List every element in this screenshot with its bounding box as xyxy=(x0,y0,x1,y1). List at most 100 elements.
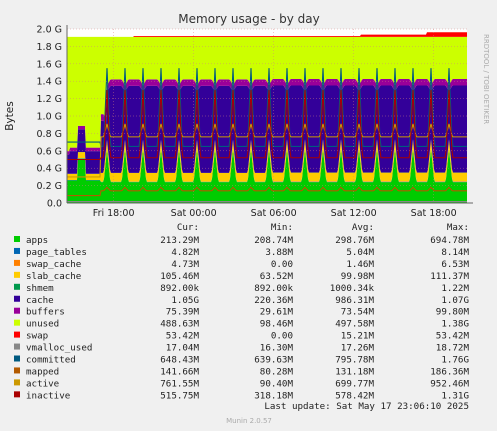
legend-row-unused: unused 488.63M 98.46M 497.58M 1.38G xyxy=(14,319,469,330)
legend-name-committed: committed xyxy=(26,355,76,366)
legend-swatch-slab_cache xyxy=(14,271,20,278)
legend-avg-shmem: 1000.34k xyxy=(330,283,375,294)
legend-row-shmem: shmem 892.00k 892.00k 1000.34k 1.22M xyxy=(14,283,469,294)
legend-row-buffers: buffers 75.39M 29.61M 73.54M 99.80M xyxy=(14,307,469,318)
y-axis-label: Bytes xyxy=(4,101,16,130)
rrdtool-credit: RRDTOOL / TOBI OETIKER xyxy=(482,34,490,124)
legend-avg-buffers: 73.54M xyxy=(341,307,375,318)
footer-version: Munin 2.0.57 xyxy=(226,417,272,425)
legend-avg-cache: 986.31M xyxy=(335,295,374,306)
y-tick-0: 0.0 xyxy=(47,199,62,210)
legend-row-swap: swap 53.42M 0.00 15.21M 53.42M xyxy=(14,331,469,342)
legend-max-page_tables: 8.14M xyxy=(441,247,469,258)
legend-min-vmalloc_used: 16.30M xyxy=(260,343,294,354)
legend-avg-inactive: 578.42M xyxy=(335,390,374,401)
legend-swatch-vmalloc_used xyxy=(14,343,20,350)
area-unused xyxy=(67,36,467,152)
area-buffers xyxy=(67,78,467,155)
y-tick-6: 1.2 G xyxy=(37,94,63,105)
legend: Cur: Min: Avg: Max: apps 213.29M 208.74M 298.76… xyxy=(14,222,469,401)
legend-max-committed: 1.76G xyxy=(441,355,469,366)
legend-min-committed: 639.63M xyxy=(254,355,293,366)
area-apps xyxy=(67,149,467,203)
legend-min-swap: 0.00 xyxy=(271,331,293,342)
legend-name-active: active xyxy=(26,378,59,389)
legend-min-apps: 208.74M xyxy=(254,235,293,246)
legend-cur-shmem: 892.00k xyxy=(160,283,199,294)
legend-name-cache: cache xyxy=(26,295,54,306)
legend-avg-swap_cache: 1.46M xyxy=(346,259,374,270)
legend-max-mapped: 186.36M xyxy=(430,366,469,377)
x-tick-3: Sat 12:00 xyxy=(331,208,377,219)
line-committed xyxy=(67,68,467,147)
legend-min-shmem: 892.00k xyxy=(254,283,293,294)
legend-min-swap_cache: 0.00 xyxy=(271,259,293,270)
legend-name-apps: apps xyxy=(26,235,48,246)
chart-title: Memory usage - by day xyxy=(178,12,319,26)
legend-avg-mapped: 131.18M xyxy=(335,366,374,377)
legend-name-shmem: shmem xyxy=(26,283,54,294)
legend-cur-mapped: 141.66M xyxy=(160,366,199,377)
line-series xyxy=(67,68,467,203)
legend-min-slab_cache: 63.52M xyxy=(260,271,294,282)
grid-lines xyxy=(67,28,467,204)
legend-cur-buffers: 75.39M xyxy=(166,307,200,318)
last-update: Last update: Sat May 17 23:06:10 2025 xyxy=(264,401,469,412)
stacked-areas xyxy=(67,32,467,203)
legend-swatch-buffers xyxy=(14,307,20,314)
legend-max-cache: 1.07G xyxy=(441,295,469,306)
legend-header-2: Avg: xyxy=(352,222,374,233)
legend-name-vmalloc_used: vmalloc_used xyxy=(26,343,92,354)
legend-max-slab_cache: 111.37M xyxy=(430,271,469,282)
legend-name-swap_cache: swap_cache xyxy=(26,259,81,270)
legend-avg-swap: 15.21M xyxy=(341,331,375,342)
legend-cur-apps: 213.29M xyxy=(160,235,199,246)
x-tick-4: Sat 18:00 xyxy=(411,208,457,219)
legend-cur-inactive: 515.75M xyxy=(160,390,199,401)
legend-row-committed: committed 648.43M 639.63M 795.78M 1.76G xyxy=(14,355,469,366)
legend-name-slab_cache: slab_cache xyxy=(26,271,81,282)
legend-swatch-swap_cache xyxy=(14,259,20,266)
legend-max-active: 952.46M xyxy=(430,378,469,389)
line-mapped xyxy=(67,186,467,197)
legend-header-0: Cur: xyxy=(177,222,199,233)
legend-swatch-apps xyxy=(14,236,20,242)
legend-max-swap: 53.42M xyxy=(436,331,470,342)
legend-avg-active: 699.77M xyxy=(335,378,374,389)
legend-avg-committed: 795.78M xyxy=(335,355,374,366)
legend-max-vmalloc_used: 18.72M xyxy=(436,343,470,354)
legend-cur-active: 761.55M xyxy=(160,378,199,389)
y-tick-1: 0.2 G xyxy=(37,181,63,192)
legend-swatch-mapped xyxy=(14,367,20,374)
legend-swatch-shmem xyxy=(14,283,20,290)
legend-min-unused: 98.46M xyxy=(260,319,294,330)
legend-swatch-swap xyxy=(14,331,20,338)
legend-row-inactive: inactive 515.75M 318.18M 578.42M 1.31G xyxy=(14,390,469,401)
x-ticks: Fri 18:00 Sat 00:00 Sat 06:00 Sat 12:00 Sat … xyxy=(93,208,457,219)
legend-swatch-unused xyxy=(14,319,20,326)
x-tick-0: Fri 18:00 xyxy=(93,208,135,219)
y-ticks: 0.0 0.2 G 0.4 G 0.6 G 0.8 G 1.0 G 1.2 G 1.4 G 1.… xyxy=(37,25,63,210)
legend-name-mapped: mapped xyxy=(26,366,59,377)
x-tick-1: Sat 00:00 xyxy=(171,208,217,219)
y-tick-2: 0.4 G xyxy=(37,164,63,175)
legend-avg-slab_cache: 99.98M xyxy=(341,271,375,282)
legend-name-page_tables: page_tables xyxy=(26,247,87,258)
legend-max-buffers: 99.80M xyxy=(436,307,470,318)
legend-max-apps: 694.78M xyxy=(430,235,469,246)
legend-cur-slab_cache: 105.46M xyxy=(160,271,199,282)
area-swap xyxy=(67,32,467,37)
x-tick-2: Sat 06:00 xyxy=(251,208,297,219)
legend-max-unused: 1.38G xyxy=(441,319,469,330)
legend-row-active: active 761.55M 90.40M 699.77M 952.46M xyxy=(14,378,469,389)
legend-row-vmalloc_used: vmalloc_used 17.04M 16.30M 17.26M 18.72M xyxy=(14,343,469,354)
legend-row-page_tables: page_tables 4.82M 3.88M 5.04M 8.14M xyxy=(14,247,469,258)
legend-avg-vmalloc_used: 17.26M xyxy=(341,343,375,354)
legend-min-inactive: 318.18M xyxy=(254,390,293,401)
legend-cur-page_tables: 4.82M xyxy=(171,247,199,258)
legend-header-1: Min: xyxy=(271,222,293,233)
legend-swatch-cache xyxy=(14,295,20,302)
legend-max-swap_cache: 6.53M xyxy=(441,259,469,270)
legend-cur-committed: 648.43M xyxy=(160,355,199,366)
